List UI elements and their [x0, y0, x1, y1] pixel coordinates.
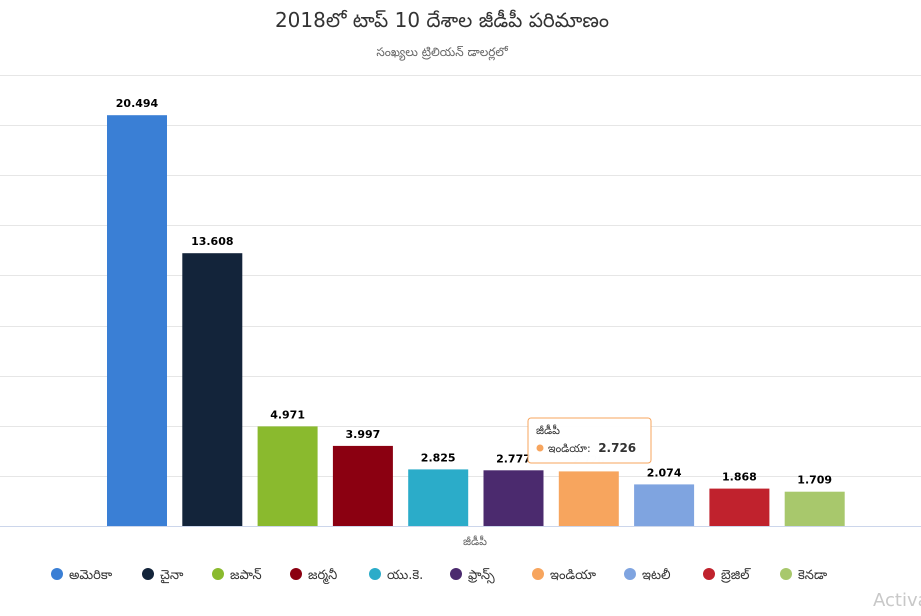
bar-0[interactable]	[107, 115, 167, 526]
bar-3[interactable]	[332, 445, 393, 526]
data-label-9: 1.709	[797, 474, 832, 487]
legend-marker-icon	[212, 568, 224, 580]
tooltip-series-label: ఇండియా:	[548, 442, 591, 455]
legend-label-4: యు.కె.	[387, 568, 423, 583]
bar-6[interactable]	[558, 471, 619, 526]
bar-1[interactable]	[182, 253, 243, 526]
legend-item-0[interactable]: అమెరికా	[51, 568, 113, 583]
data-label-4: 2.825	[421, 451, 456, 464]
legend-label-6: ఇండియా	[550, 568, 596, 583]
data-label-5: 2.777	[496, 452, 531, 465]
chart-subtitle: సంఖ్యలు ట్రిలియన్ డాలర్లలో	[376, 45, 508, 61]
legend-marker-icon	[450, 568, 462, 580]
data-labels: 20.494 13.608 4.971 3.997 2.825 2.777 2.726 2.0…	[116, 97, 832, 487]
legend-item-3[interactable]: జర్మనీ	[290, 568, 337, 585]
legend-item-7[interactable]: ఇటలీ	[624, 568, 671, 583]
legend-item-6[interactable]: ఇండియా	[532, 568, 596, 583]
tooltip: జీడీపీ ఇండియా: 2.726	[527, 417, 652, 464]
bar-7[interactable]	[634, 484, 695, 526]
data-label-7: 2.074	[647, 466, 682, 479]
data-label-1: 13.608	[191, 235, 233, 248]
legend-item-4[interactable]: యు.కె.	[369, 568, 423, 583]
legend-marker-icon	[51, 568, 63, 580]
legend-marker-icon	[532, 568, 544, 580]
legend-item-2[interactable]: జపాన్	[212, 568, 262, 583]
tooltip-box	[527, 417, 652, 464]
legend-marker-icon	[142, 568, 154, 580]
legend-label-2: జపాన్	[230, 568, 262, 583]
bar-series[interactable]	[107, 115, 845, 526]
data-label-2: 4.971	[270, 408, 305, 421]
bar-9[interactable]	[784, 491, 845, 526]
legend-marker-icon	[703, 568, 715, 580]
bar-8[interactable]	[709, 488, 770, 526]
legend[interactable]: అమెరికా చైనా జపాన్ జర్మనీ యు.కె. ఫ్రాన్స్ ఇండి…	[51, 568, 828, 585]
data-label-0: 20.494	[116, 97, 159, 110]
bar-2[interactable]	[257, 426, 318, 526]
tooltip-header: జీడీపీ	[536, 424, 560, 437]
legend-label-8: బ్రెజిల్	[721, 568, 752, 583]
bar-4[interactable]	[408, 469, 469, 526]
legend-marker-icon	[780, 568, 792, 580]
legend-item-1[interactable]: చైనా	[142, 568, 184, 584]
tooltip-line: ఇండియా: 2.726	[548, 441, 636, 455]
legend-label-7: ఇటలీ	[642, 568, 671, 583]
legend-item-9[interactable]: కెనడా	[780, 568, 828, 583]
legend-marker-icon	[369, 568, 381, 580]
legend-label-5: ఫ్రాన్స్	[467, 568, 495, 584]
tooltip-value: 2.726	[598, 441, 636, 455]
x-axis-label: జీడీపీ	[463, 535, 487, 548]
legend-label-1: చైనా	[160, 568, 184, 584]
legend-item-8[interactable]: బ్రెజిల్	[703, 568, 751, 583]
chart-title: 2018లో టాప్ 10 దేశాల జీడీపీ పరిమాణం	[275, 8, 609, 32]
legend-label-0: అమెరికా	[69, 568, 113, 583]
legend-marker-icon	[624, 568, 636, 580]
tooltip-bullet-icon	[536, 444, 544, 452]
legend-label-9: కెనడా	[798, 568, 828, 583]
data-label-3: 3.997	[346, 428, 381, 441]
bar-5[interactable]	[483, 470, 544, 526]
legend-item-5[interactable]: ఫ్రాన్స్	[450, 568, 495, 584]
activation-watermark: Activa	[873, 590, 921, 611]
legend-marker-icon	[290, 568, 302, 580]
legend-label-3: జర్మనీ	[308, 568, 337, 585]
data-label-8: 1.868	[722, 471, 757, 484]
